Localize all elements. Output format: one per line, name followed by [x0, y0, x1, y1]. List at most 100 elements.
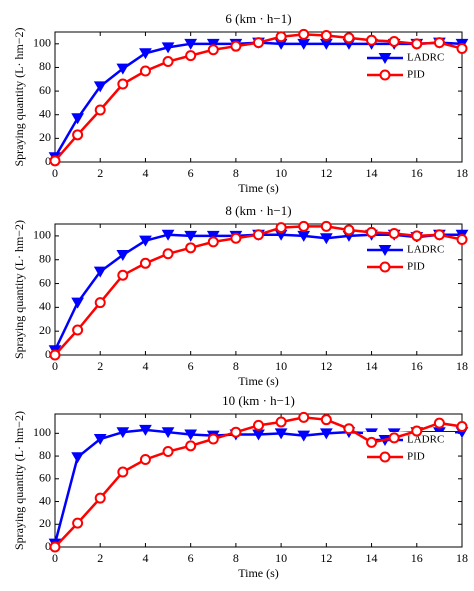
x-axis-label: Time (s)	[238, 374, 279, 388]
x-tick-label: 0	[52, 359, 58, 373]
x-tick-label: 10	[275, 359, 287, 373]
marker	[298, 28, 310, 40]
marker	[117, 466, 129, 478]
x-tick-label: 0	[52, 166, 58, 180]
marker	[117, 78, 129, 90]
y-tick-label: 80	[39, 251, 51, 265]
marker	[206, 38, 220, 50]
marker	[139, 235, 152, 247]
marker	[411, 425, 423, 437]
marker	[116, 427, 130, 439]
marker	[379, 69, 391, 81]
marker	[379, 451, 391, 463]
marker	[116, 63, 130, 75]
marker	[185, 440, 197, 452]
y-tick-label: 80	[39, 448, 51, 462]
marker	[49, 541, 61, 553]
marker	[343, 32, 355, 44]
x-tick-label: 14	[366, 359, 378, 373]
marker	[116, 249, 130, 261]
y-tick-label: 40	[39, 106, 51, 120]
y-tick-label: 0	[45, 347, 51, 361]
marker	[185, 242, 197, 254]
marker	[275, 31, 287, 43]
y-axis-label: Spraying quantity (L· hm−2)	[12, 411, 26, 550]
marker	[366, 34, 378, 46]
marker	[411, 38, 423, 50]
x-tick-label: 4	[142, 551, 148, 565]
y-tick-label: 20	[39, 130, 51, 144]
marker	[139, 453, 151, 465]
marker	[379, 261, 391, 273]
marker	[206, 230, 220, 242]
chart-title: 6 (km · h−1)	[225, 11, 291, 26]
marker	[253, 37, 264, 49]
marker	[320, 220, 332, 232]
marker	[388, 228, 400, 240]
legend-label: PID	[407, 451, 425, 463]
marker	[456, 421, 468, 433]
y-tick-label: 20	[39, 323, 51, 337]
marker	[49, 155, 61, 167]
marker	[320, 30, 332, 42]
y-tick-label: 40	[39, 493, 51, 507]
marker	[139, 424, 152, 436]
y-tick-label: 0	[45, 154, 51, 168]
marker	[298, 411, 310, 423]
x-tick-label: 14	[366, 166, 378, 180]
x-tick-label: 12	[320, 551, 332, 565]
marker	[275, 416, 287, 428]
marker	[343, 224, 355, 236]
y-tick-label: 60	[39, 83, 51, 97]
marker	[253, 419, 264, 431]
y-tick-label: 40	[39, 299, 51, 313]
legend-label: LADRC	[407, 434, 444, 446]
marker	[319, 428, 333, 440]
x-tick-label: 4	[142, 166, 148, 180]
marker	[94, 297, 106, 309]
marker	[275, 222, 287, 234]
legend-label: PID	[407, 69, 425, 81]
marker	[93, 81, 107, 93]
y-tick-label: 60	[39, 275, 51, 289]
x-tick-label: 12	[320, 359, 332, 373]
marker	[184, 429, 198, 441]
x-tick-label: 18	[456, 359, 468, 373]
marker	[230, 426, 242, 438]
marker	[378, 245, 392, 256]
marker	[72, 517, 84, 529]
marker	[71, 113, 84, 125]
y-tick-label: 100	[33, 425, 51, 439]
marker	[456, 43, 468, 55]
chart-title: 10 (km · h−1)	[222, 393, 295, 408]
legend-label: PID	[407, 261, 425, 273]
marker	[433, 37, 445, 49]
marker	[230, 40, 242, 52]
y-axis-label: Spraying quantity (L· hm−2)	[12, 27, 26, 166]
marker	[366, 226, 378, 238]
marker	[433, 229, 445, 241]
x-axis-label: Time (s)	[238, 566, 279, 580]
marker	[139, 257, 151, 269]
marker	[161, 42, 175, 54]
y-tick-label: 60	[39, 471, 51, 485]
x-tick-label: 2	[97, 551, 103, 565]
marker	[162, 56, 174, 68]
marker	[378, 53, 392, 64]
x-tick-label: 8	[233, 166, 239, 180]
marker	[185, 50, 197, 62]
legend-label: LADRC	[407, 52, 444, 64]
marker	[162, 446, 174, 458]
marker	[93, 266, 107, 278]
marker	[411, 230, 423, 242]
marker	[388, 35, 400, 47]
x-tick-label: 8	[233, 551, 239, 565]
x-tick-label: 2	[97, 166, 103, 180]
y-tick-label: 0	[45, 539, 51, 553]
x-tick-label: 6	[188, 551, 194, 565]
x-tick-label: 12	[320, 166, 332, 180]
y-tick-label: 100	[33, 36, 51, 50]
x-tick-label: 16	[411, 551, 423, 565]
x-tick-label: 18	[456, 166, 468, 180]
